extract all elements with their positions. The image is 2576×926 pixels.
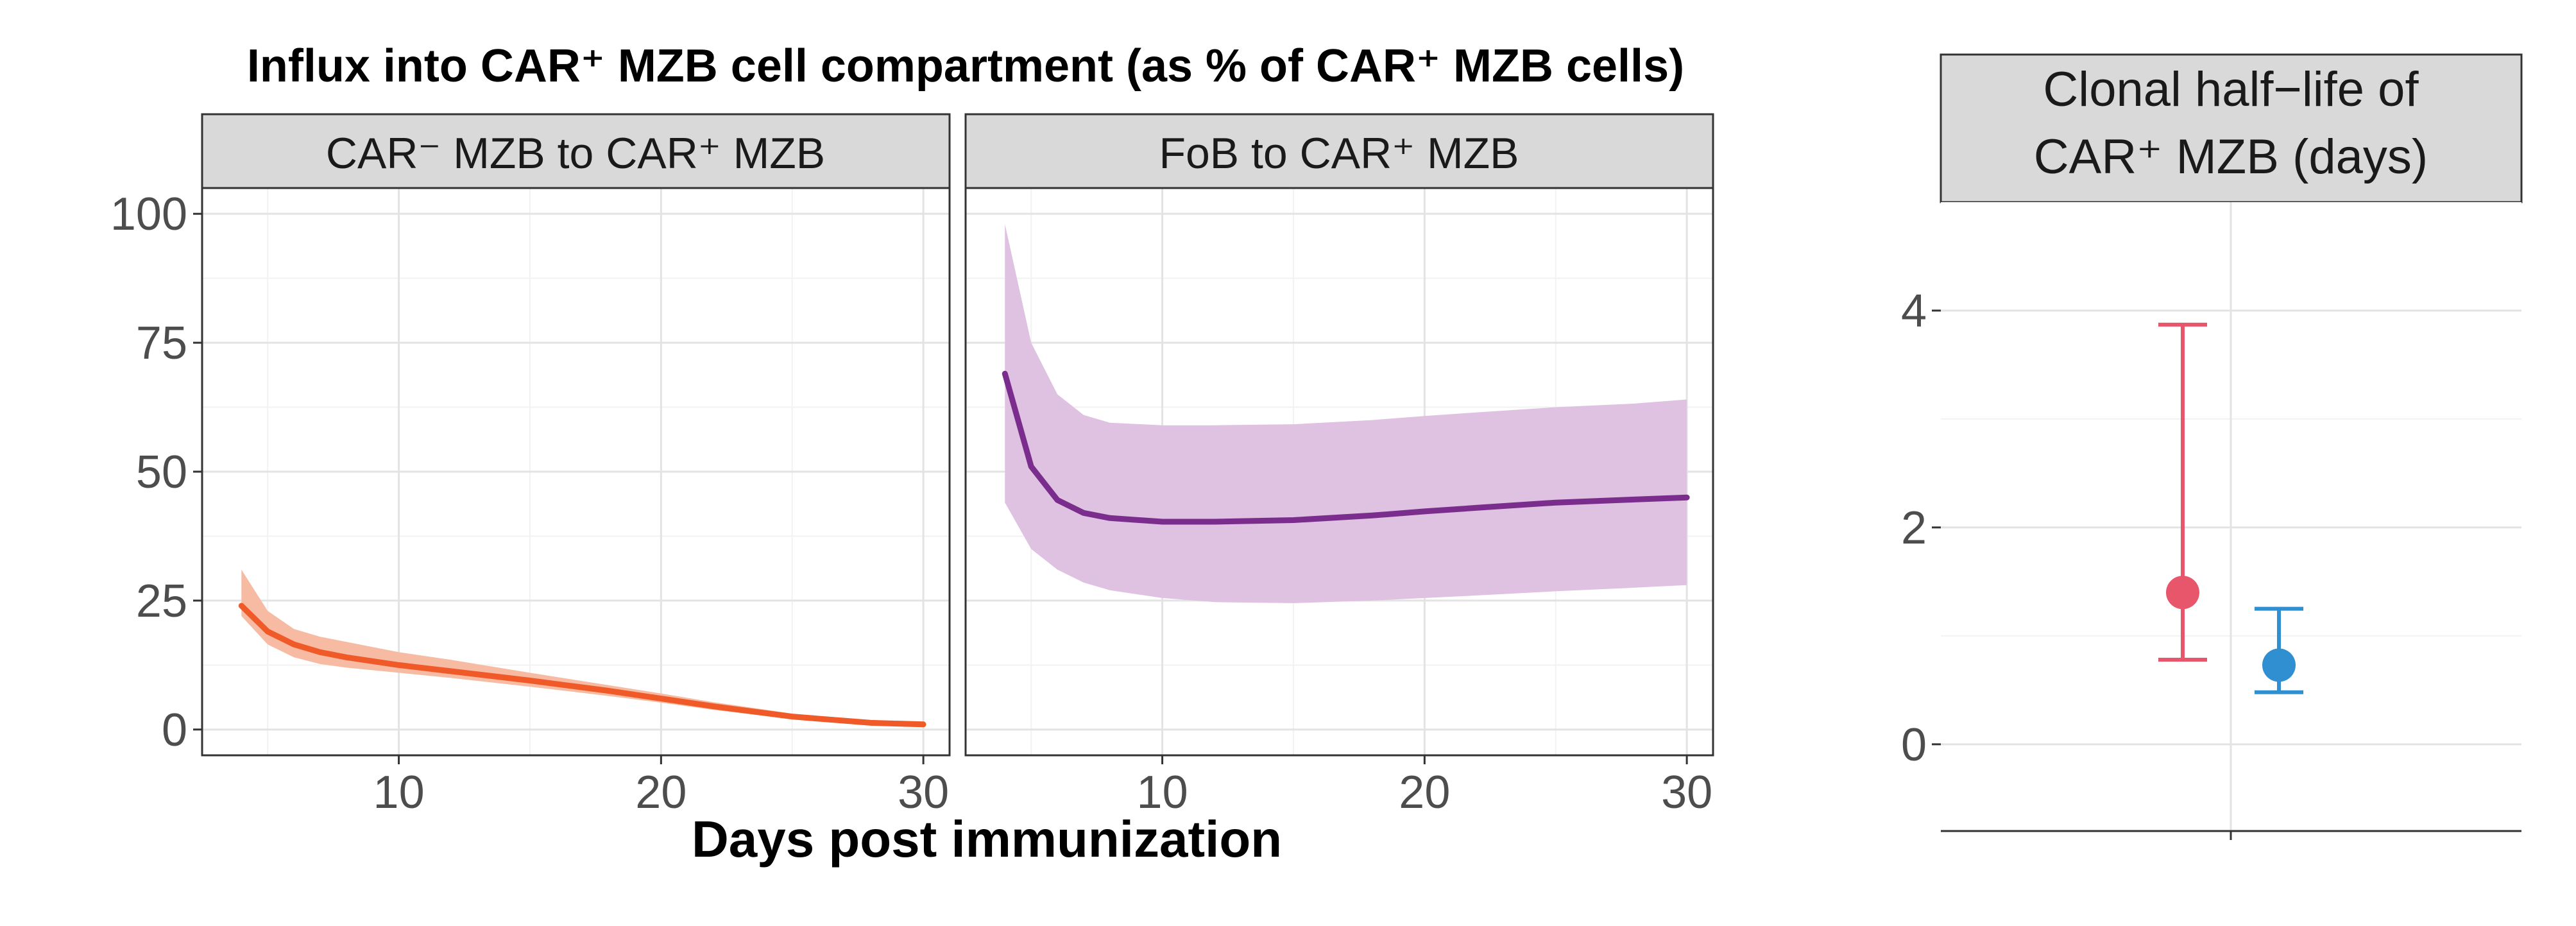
y-tick-label: 2	[1901, 502, 1927, 554]
panel2-strip-label: FoB to CAR⁺ MZB	[1159, 129, 1519, 178]
half-life-title-line1: Clonal half−life of	[2043, 62, 2419, 117]
x-tick-label: 20	[635, 767, 687, 818]
estimate-point	[2262, 648, 2296, 682]
confidence-band	[1005, 224, 1687, 603]
panel2-series-line	[1002, 370, 1690, 525]
estimate-point	[2166, 576, 2199, 610]
half-life-axes: 0 2 4	[1901, 286, 2232, 840]
half-life-strip	[1940, 53, 2523, 203]
y-tick-label: 25	[136, 576, 187, 627]
y-tick-label: 100	[110, 189, 187, 240]
panel1-strip-label: CAR⁻ MZB to CAR⁺ MZB	[326, 129, 825, 178]
half-life-title-line2: CAR⁺ MZB (days)	[2034, 130, 2428, 184]
panel-car-minus-to-car-plus: CAR⁻ MZB to CAR⁺ MZB	[201, 113, 951, 757]
x-tick-label: 10	[1137, 767, 1188, 818]
panel1-gridlines	[202, 188, 950, 755]
half-life-points	[2158, 322, 2303, 694]
x-tick-label: 20	[1399, 767, 1450, 818]
x-axis-label: Days post immunization	[692, 810, 1282, 868]
y-tick-label: 75	[136, 318, 187, 369]
x-tick-label: 30	[1661, 767, 1712, 818]
x-tick-label: 30	[898, 767, 949, 818]
series-line	[1002, 370, 1690, 525]
series-line	[238, 603, 926, 728]
panel-fob-to-car-plus: FoB to CAR⁺ MZB	[964, 113, 1714, 757]
y-tick-label: 50	[136, 447, 187, 498]
y-tick-label: 4	[1901, 286, 1927, 337]
panel2-border	[964, 187, 1714, 757]
y-tick-label: 0	[162, 705, 187, 756]
influx-axes: 10 20 30 10 20 30 0 25 50 75 100	[110, 189, 1712, 818]
half-life-chart: Clonal half−life of CAR⁺ MZB (days) 0 2 4	[1901, 53, 2523, 840]
panel1-strip	[201, 113, 951, 189]
x-tick-label: 10	[373, 767, 425, 818]
panel1-series-line	[238, 603, 926, 728]
influx-chart-title: Influx into CAR⁺ MZB cell compartment (a…	[247, 40, 1684, 92]
panel2-confidence-band	[1005, 224, 1687, 603]
half-life-gridlines	[1941, 202, 2521, 831]
y-tick-label: 0	[1901, 719, 1927, 771]
